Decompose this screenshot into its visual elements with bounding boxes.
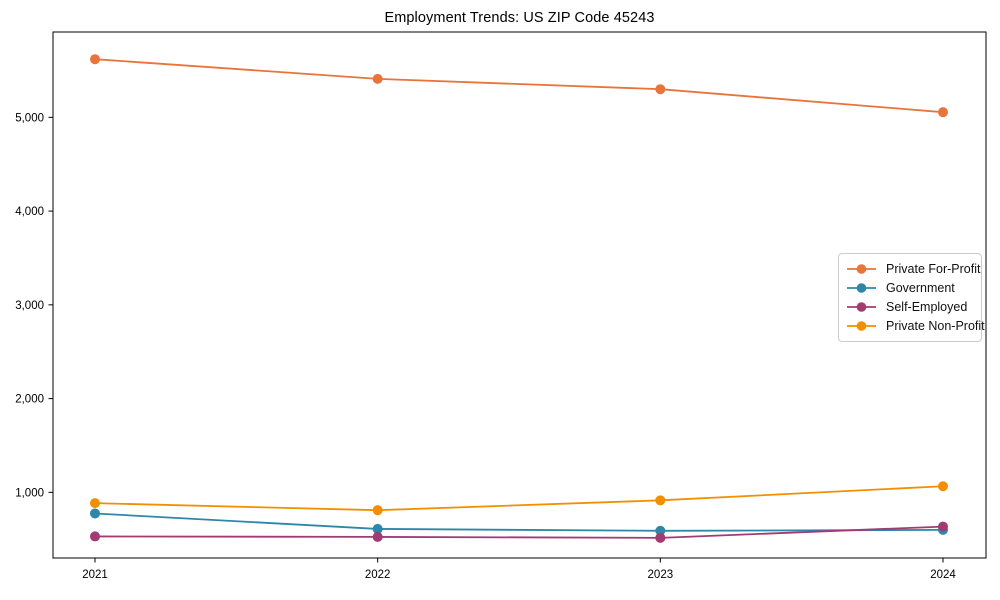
series-line-self-employed bbox=[94, 525, 944, 539]
legend-line-marker-icon bbox=[847, 302, 876, 312]
legend-item-government: Government bbox=[846, 278, 973, 297]
data-point-government-2021 bbox=[90, 508, 100, 519]
data-point-private-non-profit-2022 bbox=[372, 505, 383, 516]
data-point-private-for-profit-2023 bbox=[655, 84, 666, 95]
data-point-private-non-profit-2021 bbox=[90, 498, 100, 509]
y-tick-label: 2,000 bbox=[15, 394, 44, 406]
data-point-self-employed-2022 bbox=[372, 531, 383, 542]
x-tick-label: 2024 bbox=[930, 569, 956, 581]
data-point-private-for-profit-2022 bbox=[372, 73, 383, 84]
data-point-self-employed-2021 bbox=[90, 531, 100, 542]
legend-line-marker-icon bbox=[847, 263, 876, 274]
chart-title: Employment Trends: US ZIP Code 45243 bbox=[384, 10, 655, 26]
data-point-self-employed-2023 bbox=[655, 532, 666, 543]
y-tick-label: 3,000 bbox=[15, 300, 44, 312]
y-tick-label: 4,000 bbox=[15, 206, 44, 218]
x-tick-label: 2022 bbox=[365, 569, 391, 581]
legend-item-private-non-profit: Private Non-Profit bbox=[846, 317, 985, 336]
legend-item-private-for-profit: Private For-Profit bbox=[846, 259, 980, 278]
data-point-private-non-profit-2023 bbox=[655, 495, 666, 506]
data-point-government-2022 bbox=[372, 523, 383, 534]
series-line-private-for-profit bbox=[94, 58, 944, 114]
legend-line-marker-icon bbox=[847, 283, 876, 293]
data-point-government-2023 bbox=[655, 525, 666, 536]
data-point-self-employed-2024 bbox=[938, 521, 948, 532]
legend: Private For-Profit Government Self-Employe… bbox=[838, 253, 985, 342]
legend-item-self-employed: Self-Employed bbox=[846, 298, 973, 317]
data-point-private-for-profit-2021 bbox=[90, 54, 100, 65]
y-tick-label: 1,000 bbox=[15, 487, 44, 499]
series-line-government bbox=[94, 512, 944, 532]
legend-line-marker-icon bbox=[847, 321, 876, 332]
x-tick-label: 2023 bbox=[648, 569, 674, 581]
series-line-private-non-profit bbox=[94, 485, 944, 512]
data-point-private-for-profit-2024 bbox=[938, 107, 948, 118]
plot-border bbox=[52, 31, 987, 559]
legend-label: Government bbox=[886, 280, 955, 295]
legend-label: Self-Employed bbox=[886, 300, 968, 315]
legend-label: Private Non-Profit bbox=[886, 319, 985, 334]
x-tick-label: 2021 bbox=[82, 569, 108, 581]
legend-label: Private For-Profit bbox=[886, 261, 981, 276]
data-point-private-non-profit-2024 bbox=[938, 481, 948, 492]
y-tick-label: 5,000 bbox=[15, 112, 44, 124]
